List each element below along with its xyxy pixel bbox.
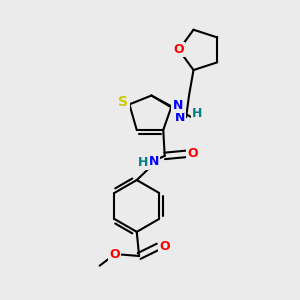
Text: O: O xyxy=(188,147,198,160)
Text: O: O xyxy=(173,44,184,56)
Text: H: H xyxy=(138,156,148,169)
Text: N: N xyxy=(148,155,159,168)
Text: O: O xyxy=(159,240,170,253)
Text: N: N xyxy=(175,111,185,124)
Text: S: S xyxy=(118,95,128,109)
Text: H: H xyxy=(192,107,202,120)
Text: N: N xyxy=(172,99,183,112)
Text: O: O xyxy=(109,248,120,261)
